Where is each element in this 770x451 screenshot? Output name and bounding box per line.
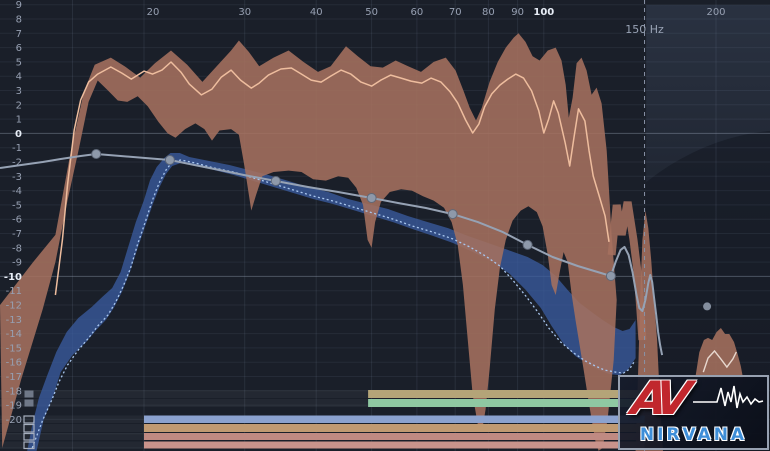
y-tick-label: -11 <box>6 286 22 297</box>
y-tick-label: -9 <box>12 258 22 269</box>
y-tick-label: -12 <box>6 301 22 312</box>
y-tick-label: -8 <box>12 243 22 254</box>
row-handle-outlined[interactable] <box>23 432 35 441</box>
row-handle-outlined[interactable] <box>23 415 35 424</box>
crossover-label: 150 Hz <box>625 23 664 36</box>
filter-bars <box>23 390 645 450</box>
x-tick-label: 20 <box>147 7 160 18</box>
row-handle-outlined[interactable] <box>23 423 35 433</box>
eq-handle[interactable] <box>447 209 458 220</box>
eq-handle[interactable] <box>522 239 533 250</box>
predicted-line <box>31 159 636 449</box>
x-tick-label: 100 <box>533 7 554 18</box>
x-tick-label: 80 <box>482 7 495 18</box>
y-tick-label: 7 <box>16 29 22 40</box>
filter-bar-5[interactable] <box>144 433 645 440</box>
measured-average-line <box>54 61 610 296</box>
y-tick-label: -20 <box>6 415 22 426</box>
measured-band-ridge <box>607 201 647 341</box>
y-tick-label: -15 <box>6 343 22 354</box>
y-tick-label: -7 <box>12 229 22 240</box>
y-tick-label: -14 <box>6 329 22 340</box>
row-handle-outlined[interactable] <box>23 441 35 450</box>
y-tick-label: -3 <box>12 172 22 183</box>
eq-handle[interactable] <box>164 155 175 165</box>
y-tick-label: -10 <box>4 272 22 283</box>
filter-lane <box>0 390 645 398</box>
y-tick-label: -17 <box>6 372 22 383</box>
y-tick-label: -1 <box>12 143 22 154</box>
y-tick-label: 3 <box>16 86 22 97</box>
waveform-icon <box>693 385 764 409</box>
filter-bar-4[interactable] <box>144 424 645 432</box>
y-tick-label: -2 <box>12 158 22 169</box>
eq-handle[interactable] <box>91 149 102 159</box>
eq-handle[interactable] <box>270 176 281 186</box>
y-tick-label: 2 <box>16 100 22 111</box>
logo-nirvana-text: NIRVANA <box>639 425 748 445</box>
y-tick-label: -13 <box>6 315 22 326</box>
y-tick-label: -5 <box>12 200 22 211</box>
av-nirvana-watermark: AV NIRVANA <box>618 371 769 450</box>
y-tick-label: 0 <box>15 129 22 140</box>
y-tick-label: -4 <box>12 186 22 197</box>
filter-bar-3[interactable] <box>144 415 645 424</box>
x-tick-label: 40 <box>310 7 323 18</box>
measured-band <box>0 33 617 451</box>
eq-handle[interactable] <box>703 302 712 311</box>
target-curve-layer <box>0 149 712 356</box>
logo-av-text: AV <box>628 371 686 425</box>
filter-bar-2[interactable] <box>368 399 645 407</box>
filter-bar-6[interactable] <box>144 441 645 449</box>
y-tick-label: 1 <box>16 115 22 126</box>
eq-handle[interactable] <box>605 271 616 281</box>
filter-bar-1[interactable] <box>368 390 645 398</box>
y-tick-label: 5 <box>16 57 22 68</box>
measured-band-mound <box>695 328 743 378</box>
axis-labels: 20 30 40 50 60 70 80 90 100 200 9 8 7 6 5 4 3 2 1 0 -1 -2 -3 -4… <box>4 0 726 426</box>
x-tick-label: 60 <box>411 7 424 18</box>
y-tick-label: 6 <box>16 43 22 54</box>
eq-handle[interactable] <box>366 193 377 203</box>
y-tick-label: 4 <box>16 72 22 83</box>
y-tick-label: 9 <box>16 0 22 11</box>
x-tick-label: 200 <box>706 7 725 18</box>
x-tick-label: 90 <box>511 7 524 18</box>
x-tick-label: 30 <box>238 7 251 18</box>
mound-average-line <box>702 349 737 373</box>
row-handle-filled[interactable] <box>24 390 34 398</box>
crossover-marker: 150 Hz <box>625 0 664 451</box>
filter-lane <box>0 399 645 407</box>
row-handle-filled[interactable] <box>24 399 34 407</box>
x-tick-label: 50 <box>365 7 378 18</box>
y-tick-label: -18 <box>6 386 22 397</box>
y-tick-label: -6 <box>12 215 22 226</box>
x-tick-label: 70 <box>449 7 462 18</box>
y-tick-label: -19 <box>6 401 22 412</box>
y-tick-label: 8 <box>16 15 22 26</box>
y-tick-label: -16 <box>6 358 22 369</box>
